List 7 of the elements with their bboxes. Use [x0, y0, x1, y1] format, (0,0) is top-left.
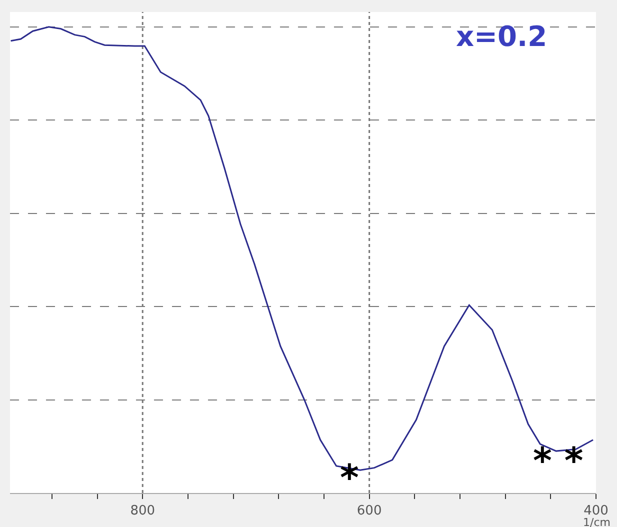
annotation: x=0.2: [456, 20, 548, 53]
x-tick-label: 600: [356, 504, 382, 519]
x-tick-label: 400: [584, 504, 608, 519]
x-tick-label: 800: [130, 504, 156, 519]
x-axis-title: 1/cm: [583, 516, 610, 527]
annotation: *: [340, 458, 359, 499]
annotation: * *: [533, 441, 584, 482]
